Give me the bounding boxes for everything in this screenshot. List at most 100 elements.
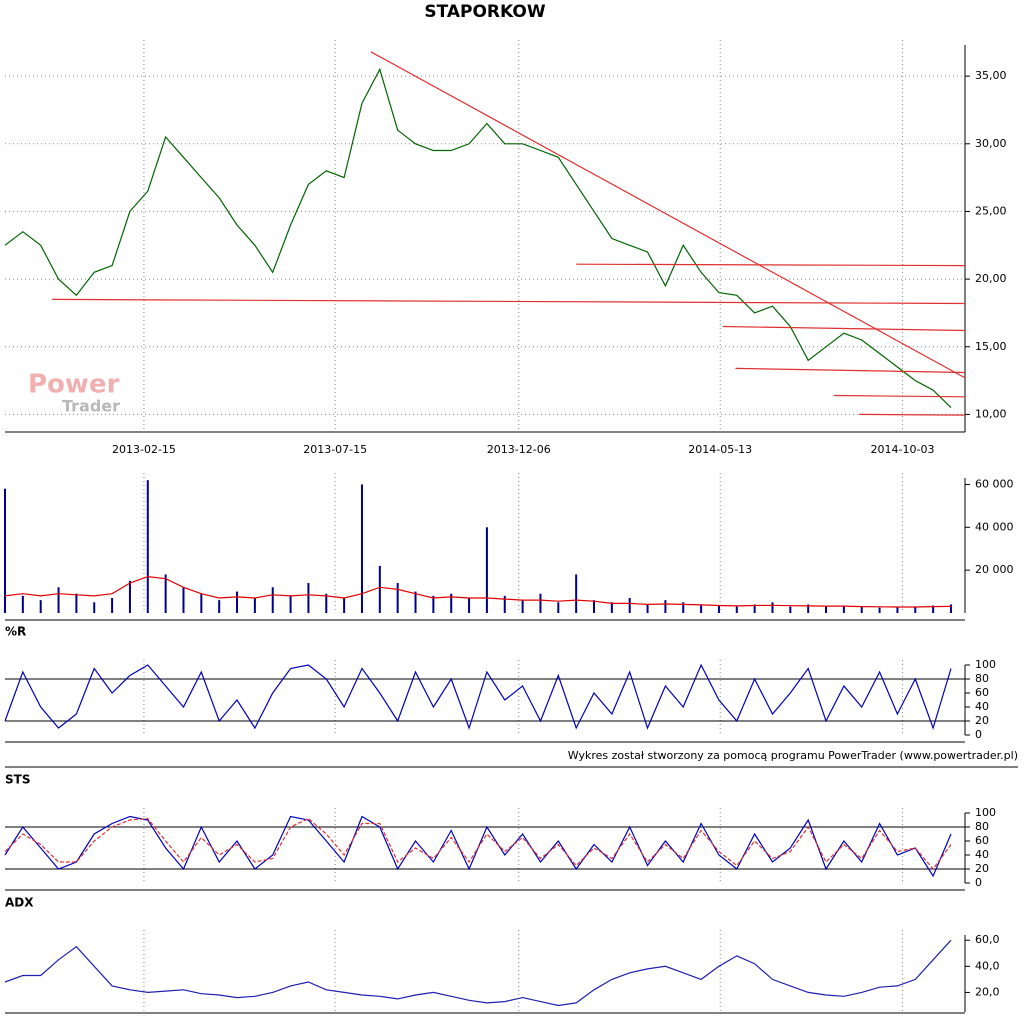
x-tick-label: 2014-10-03 xyxy=(871,443,935,456)
volume-bar xyxy=(753,604,756,613)
y-tick-label: 20 000 xyxy=(975,563,1014,576)
volume-bar xyxy=(932,605,935,613)
trendline xyxy=(52,298,966,305)
y-tick-label: 100 xyxy=(975,806,996,819)
volume-bar xyxy=(450,593,453,613)
volume-bar xyxy=(253,598,256,613)
trendline xyxy=(735,367,966,374)
volume-bar xyxy=(307,583,310,613)
volume-bar xyxy=(771,602,774,613)
volume-bar xyxy=(146,480,149,613)
y-tick-label: 10,00 xyxy=(975,407,1007,420)
x-tick-label: 2014-05-13 xyxy=(688,443,752,456)
y-tick-label: 20,0 xyxy=(975,985,1000,998)
volume-bar xyxy=(378,565,381,613)
volume-bar xyxy=(343,598,346,613)
chart-title: STAPORKOW xyxy=(424,2,546,22)
y-tick-label: 40,0 xyxy=(975,959,1000,972)
trendline xyxy=(576,263,966,267)
y-tick-label: 80 xyxy=(975,672,989,685)
volume-bar xyxy=(807,604,810,613)
volume-bar xyxy=(878,607,881,613)
series-line xyxy=(4,939,952,1007)
y-tick-label: 60 000 xyxy=(975,477,1014,490)
series-line xyxy=(4,663,952,730)
y-tick-label: 30,00 xyxy=(975,137,1007,150)
x-tick-label: 2013-12-06 xyxy=(487,443,551,456)
volume-bar xyxy=(628,598,631,613)
volume-bar xyxy=(39,600,42,613)
volume-bar xyxy=(735,606,738,613)
volume-bar xyxy=(325,593,328,613)
y-tick-label: 60 xyxy=(975,834,989,847)
volume-bar xyxy=(57,587,60,613)
volume-bar xyxy=(21,595,24,613)
volume-bar xyxy=(646,604,649,613)
volume-bar xyxy=(842,605,845,613)
series-line xyxy=(4,67,952,409)
volume-bar xyxy=(128,580,131,613)
x-tick-label: 2013-07-15 xyxy=(303,443,367,456)
trendline xyxy=(833,394,966,398)
volume-bar xyxy=(432,595,435,613)
volume-bar xyxy=(414,591,417,613)
volume-bar xyxy=(593,600,596,613)
y-tick-label: 20 xyxy=(975,862,989,875)
volume-bar xyxy=(914,607,917,613)
volume-bar xyxy=(682,602,685,613)
volume-bar xyxy=(485,527,488,613)
volume-bar xyxy=(271,587,274,613)
trendline xyxy=(859,413,966,416)
volume-bar xyxy=(717,605,720,613)
y-tick-label: 20 xyxy=(975,714,989,727)
volume-bar xyxy=(75,593,78,613)
trendline xyxy=(370,51,966,379)
panel-title: STS xyxy=(5,773,30,787)
panel-title: %R xyxy=(5,625,26,639)
volume-bar xyxy=(111,598,114,613)
y-tick-label: 60 xyxy=(975,686,989,699)
volume-bar xyxy=(200,593,203,613)
volume-bar xyxy=(218,600,221,613)
volume-bar xyxy=(182,587,185,613)
watermark: Power xyxy=(28,370,120,400)
y-tick-label: 40 xyxy=(975,700,989,713)
footer: Wykres został stworzony za pomocą progra… xyxy=(568,749,1018,762)
volume-bar xyxy=(664,600,667,613)
volume-bar xyxy=(610,602,613,613)
x-tick-label: 2013-02-15 xyxy=(112,443,176,456)
y-tick-label: 0 xyxy=(975,728,982,741)
volume-bar xyxy=(360,484,363,613)
trendline xyxy=(722,325,966,332)
volume-bar xyxy=(860,606,863,613)
y-tick-label: 80 xyxy=(975,820,989,833)
panel-title: ADX xyxy=(5,896,34,910)
y-tick-label: 100 xyxy=(975,658,996,671)
y-tick-label: 15,00 xyxy=(975,340,1007,353)
volume-bar xyxy=(575,574,578,613)
volume-bar xyxy=(789,606,792,613)
volume-bar xyxy=(949,604,952,613)
y-tick-label: 35,00 xyxy=(975,69,1007,82)
y-tick-label: 40 000 xyxy=(975,520,1014,533)
volume-bar xyxy=(825,606,828,613)
volume-bar xyxy=(93,602,96,613)
y-tick-label: 0 xyxy=(975,876,982,889)
volume-bar xyxy=(289,595,292,613)
volume-bar xyxy=(521,600,524,613)
volume-bar xyxy=(4,488,6,613)
y-tick-label: 60,0 xyxy=(975,933,1000,946)
volume-bar xyxy=(557,602,560,613)
volume-bar xyxy=(164,574,167,613)
series-line xyxy=(4,817,952,870)
y-tick-label: 25,00 xyxy=(975,204,1007,217)
y-tick-label: 20,00 xyxy=(975,272,1007,285)
volume-bar xyxy=(396,583,399,613)
volume-bar xyxy=(503,595,506,613)
volume-bar xyxy=(539,593,542,613)
volume-bar xyxy=(236,591,239,613)
volume-bar xyxy=(468,598,471,613)
volume-bar xyxy=(700,604,703,613)
